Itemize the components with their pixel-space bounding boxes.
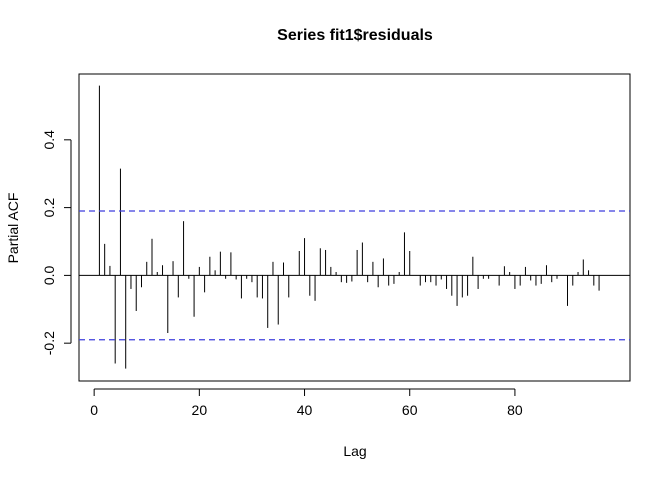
x-tick-label-40: 40	[297, 402, 313, 418]
y-axis: -0.2 0.0 0.2 0.4	[41, 130, 72, 355]
x-tick-label-60: 60	[402, 402, 418, 418]
plot-frame	[78, 73, 631, 382]
y-tick-label-2: 0.2	[41, 198, 57, 218]
x-tick-label-20: 20	[192, 402, 208, 418]
y-tick-label-3: 0.4	[41, 130, 57, 150]
x-axis-label: Lag	[343, 443, 366, 459]
y-axis-label: Partial ACF	[5, 193, 21, 264]
x-tick-label-80: 80	[507, 402, 523, 418]
chart-title: Series fit1$residuals	[277, 27, 433, 44]
y-tick-label-0: -0.2	[41, 331, 57, 355]
x-tick-label-0: 0	[90, 402, 98, 418]
x-axis: 0 20 40 60 80	[90, 388, 523, 418]
pacf-bars	[98, 85, 600, 369]
y-tick-label-1: 0.0	[41, 265, 57, 285]
